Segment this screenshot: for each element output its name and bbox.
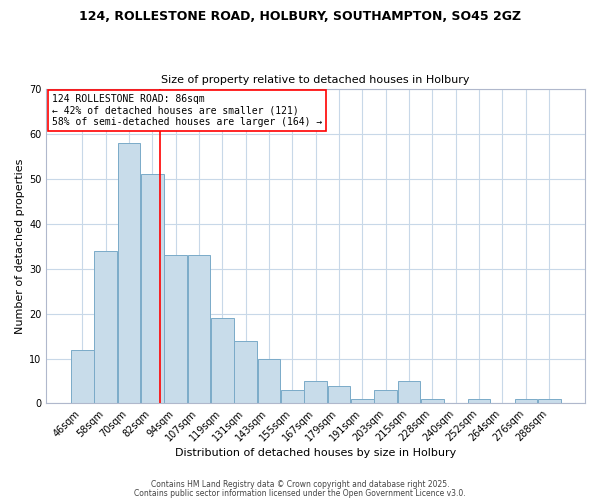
Y-axis label: Number of detached properties: Number of detached properties [15, 158, 25, 334]
Bar [164, 255, 187, 404]
Title: Size of property relative to detached houses in Holbury: Size of property relative to detached ho… [161, 76, 470, 86]
Bar [374, 390, 397, 404]
Bar [421, 399, 444, 404]
Bar [257, 358, 280, 404]
Bar [468, 399, 490, 404]
Bar [118, 143, 140, 404]
Bar [515, 399, 537, 404]
Bar [398, 381, 421, 404]
Bar [94, 251, 117, 404]
Bar [141, 174, 164, 404]
Bar [281, 390, 304, 404]
Text: 124 ROLLESTONE ROAD: 86sqm
← 42% of detached houses are smaller (121)
58% of sem: 124 ROLLESTONE ROAD: 86sqm ← 42% of deta… [52, 94, 322, 127]
Bar [328, 386, 350, 404]
Text: Contains public sector information licensed under the Open Government Licence v3: Contains public sector information licen… [134, 488, 466, 498]
Bar [538, 399, 560, 404]
X-axis label: Distribution of detached houses by size in Holbury: Distribution of detached houses by size … [175, 448, 457, 458]
Bar [211, 318, 233, 404]
Bar [351, 399, 374, 404]
Bar [188, 255, 210, 404]
Text: Contains HM Land Registry data © Crown copyright and database right 2025.: Contains HM Land Registry data © Crown c… [151, 480, 449, 489]
Bar [235, 340, 257, 404]
Bar [71, 350, 94, 404]
Text: 124, ROLLESTONE ROAD, HOLBURY, SOUTHAMPTON, SO45 2GZ: 124, ROLLESTONE ROAD, HOLBURY, SOUTHAMPT… [79, 10, 521, 23]
Bar [304, 381, 327, 404]
